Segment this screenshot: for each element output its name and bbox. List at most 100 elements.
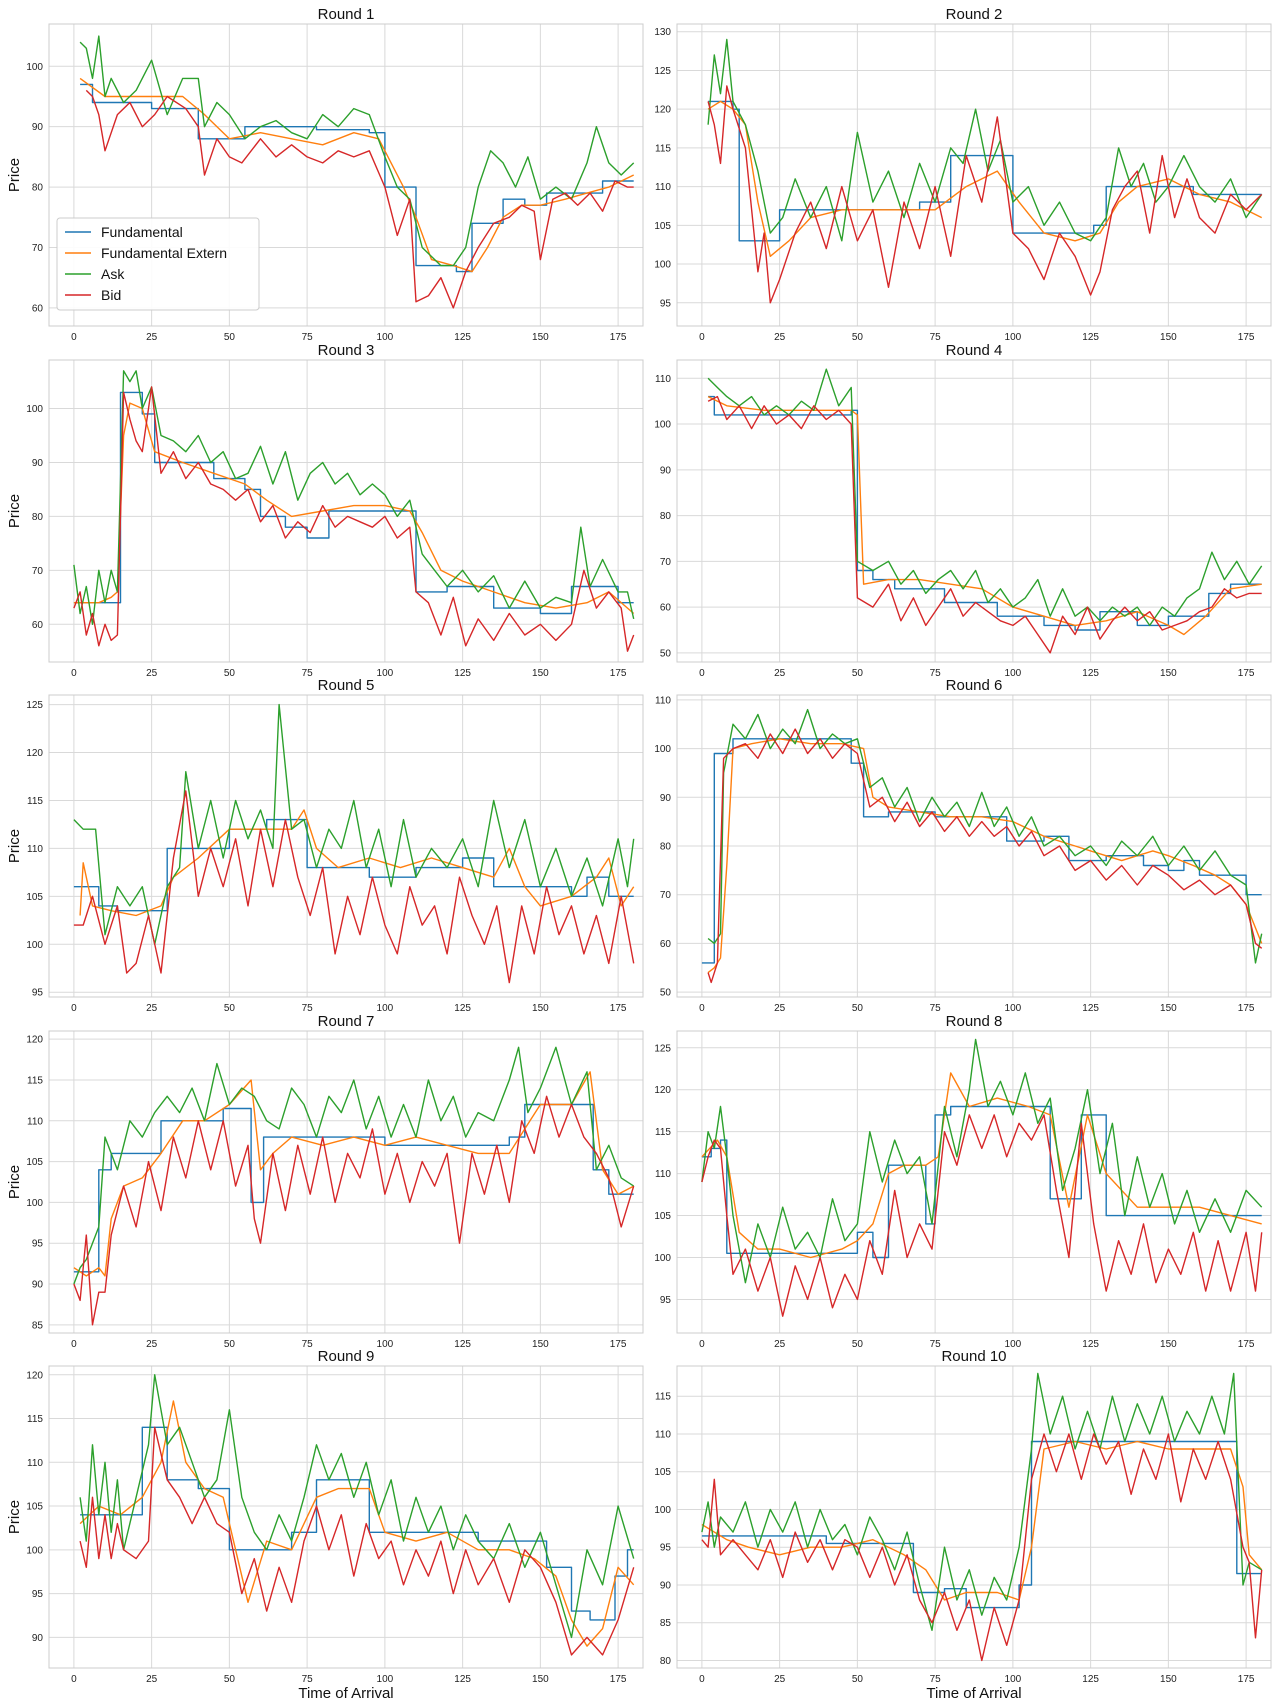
y-tick-label: 100: [654, 1505, 671, 1516]
chart-panel-5: 0 25 50 75 100 125 150 175 95 100 105 110 115 120 125 R…: [6, 677, 644, 1014]
y-tick-label: 60: [32, 620, 44, 631]
series-line-bid: [701, 1433, 1263, 1662]
y-tick-label: 105: [654, 1467, 671, 1478]
x-tick-label: 150: [1160, 1339, 1177, 1350]
y-tick-label: 115: [655, 1127, 671, 1138]
x-tick-label: 175: [1238, 668, 1255, 679]
y-tick-label: 90: [32, 1633, 44, 1644]
plot-frame: [676, 23, 1272, 327]
y-tick-label: 90: [660, 1580, 672, 1591]
chart-panel-9: 0 25 50 75 100 125 150 175 90 95 100 105 110 115 120 Ro…: [6, 1348, 644, 1702]
y-tick-label: 70: [32, 243, 44, 254]
x-tick-label: 0: [71, 1674, 77, 1685]
series-line-fundamental: [701, 1440, 1262, 1609]
x-tick-label: 100: [377, 668, 394, 679]
y-tick-label: 100: [26, 1545, 43, 1556]
series-line-fundamental-extern: [701, 1072, 1262, 1259]
y-axis-label: Price: [6, 494, 23, 528]
x-tick-label: 0: [71, 1003, 77, 1014]
y-tick-label: 125: [654, 1043, 671, 1054]
series-line-fundamental-extern: [707, 395, 1262, 636]
y-tick-label: 115: [27, 796, 43, 807]
x-tick-label: 150: [532, 1003, 549, 1014]
y-tick-label: 60: [660, 603, 672, 614]
x-tick-label: 25: [146, 332, 158, 343]
series-line-fundamental: [708, 100, 1262, 242]
y-axis-label: Price: [6, 1165, 23, 1199]
series-line-fundamental-extern: [79, 809, 635, 917]
plot-frame: [676, 359, 1272, 663]
chart-title: Round 2: [946, 6, 1003, 23]
y-tick-label: 60: [32, 303, 44, 314]
series-line-ask: [79, 35, 635, 267]
x-tick-label: 175: [610, 668, 627, 679]
x-tick-label: 125: [454, 1339, 471, 1350]
x-tick-label: 75: [302, 668, 314, 679]
x-tick-label: 125: [1082, 668, 1099, 679]
y-tick-label: 70: [660, 890, 672, 901]
x-tick-label: 150: [1160, 668, 1177, 679]
x-tick-label: 25: [774, 668, 786, 679]
plot-frame: [48, 1365, 644, 1669]
series-line-ask: [701, 1372, 1263, 1631]
y-tick-label: 80: [660, 842, 672, 853]
plot-frame: [48, 1030, 644, 1334]
x-tick-label: 125: [1082, 1339, 1099, 1350]
x-tick-label: 75: [302, 1674, 314, 1685]
y-tick-label: 95: [32, 1589, 44, 1600]
y-tick-label: 105: [26, 892, 43, 903]
chart-panel-4: 0 25 50 75 100 125 150 175 50 60 70 80 90 100 110 Round…: [654, 342, 1272, 679]
y-tick-label: 105: [26, 1157, 43, 1168]
x-tick-label: 175: [1238, 1339, 1255, 1350]
series-line-ask: [73, 370, 635, 625]
y-tick-label: 80: [660, 511, 672, 522]
x-tick-label: 0: [71, 668, 77, 679]
y-tick-label: 80: [32, 183, 44, 194]
x-tick-label: 0: [699, 1674, 705, 1685]
y-tick-label: 105: [654, 221, 671, 232]
x-tick-label: 25: [146, 1674, 158, 1685]
series-line-bid: [73, 790, 635, 984]
x-tick-label: 175: [1238, 1003, 1255, 1014]
y-tick-label: 90: [32, 122, 44, 133]
chart-title: Round 1: [318, 6, 375, 23]
x-tick-label: 175: [1238, 1674, 1255, 1685]
y-tick-label: 95: [660, 1543, 672, 1554]
x-tick-label: 25: [774, 1003, 786, 1014]
series-line-fundamental: [73, 1103, 634, 1273]
series-line-bid: [707, 85, 1263, 304]
y-tick-label: 125: [654, 66, 671, 77]
series-line-ask: [707, 708, 1263, 964]
y-tick-label: 110: [27, 844, 43, 855]
y-tick-label: 115: [655, 143, 671, 154]
plot-area: [49, 1366, 643, 1668]
x-axis-label: Time of Arrival: [298, 1685, 393, 1702]
y-tick-label: 50: [660, 648, 672, 659]
series-line-fundamental: [73, 818, 634, 912]
x-tick-label: 75: [930, 1674, 942, 1685]
plot-area: [49, 1031, 643, 1333]
x-tick-label: 0: [699, 1003, 705, 1014]
x-tick-label: 50: [852, 1003, 864, 1014]
x-tick-label: 125: [1082, 1674, 1099, 1685]
x-tick-label: 150: [1160, 1674, 1177, 1685]
x-tick-label: 0: [71, 1339, 77, 1350]
y-tick-label: 80: [660, 1656, 672, 1667]
x-tick-label: 150: [1160, 332, 1177, 343]
legend: Fundamental Fundamental Extern Ask Bid: [56, 217, 260, 311]
x-tick-label: 75: [930, 1003, 942, 1014]
y-tick-label: 90: [32, 1280, 44, 1291]
y-tick-label: 85: [660, 1618, 672, 1629]
x-tick-label: 175: [1238, 332, 1255, 343]
x-tick-label: 0: [699, 668, 705, 679]
chart-panel-7: 0 25 50 75 100 125 150 175 85 90 95 100 105 110 115 120…: [6, 1013, 644, 1350]
chart-title: Round 6: [946, 677, 1003, 694]
chart-panel-3: 0 25 50 75 100 125 150 175 60 70 80 90 100 Round 3 Pri…: [6, 342, 644, 679]
x-tick-label: 175: [610, 1003, 627, 1014]
y-tick-label: 110: [27, 1458, 43, 1469]
x-tick-label: 25: [774, 1339, 786, 1350]
plot-area: [49, 695, 643, 997]
chart-title: Round 3: [318, 342, 375, 359]
x-tick-label: 25: [146, 1003, 158, 1014]
